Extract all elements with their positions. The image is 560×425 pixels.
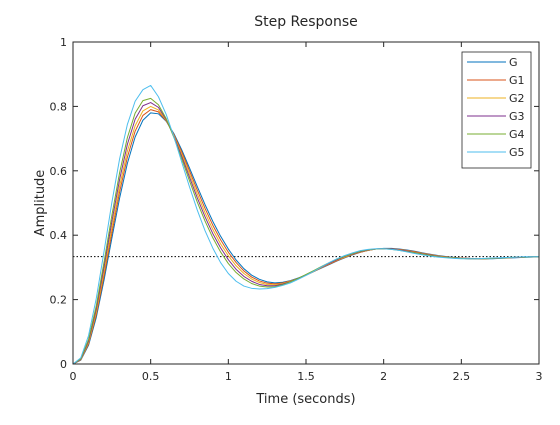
legend-label-g5: G5 — [509, 146, 525, 159]
y-tick-label: 0.6 — [50, 165, 68, 178]
x-tick-label: 0.5 — [142, 370, 160, 383]
y-tick-label: 0.8 — [50, 100, 68, 113]
x-tick-label: 3 — [536, 370, 543, 383]
y-tick-label: 0.4 — [50, 229, 68, 242]
series-line-g5 — [72, 84, 539, 365]
chart-title: Step Response — [254, 14, 358, 30]
legend-label-g3: G3 — [509, 110, 525, 123]
x-tick-label: 1 — [225, 370, 232, 383]
x-tick-label: 0 — [70, 370, 77, 383]
ticks: 0 0.5 1 1.5 2 2.5 3 0 0.2 0.4 0.6 0.8 1 — [50, 36, 543, 383]
series-layer — [72, 84, 540, 365]
y-tick-label: 1 — [60, 36, 67, 49]
x-axis-label: Time (seconds) — [255, 392, 355, 407]
legend-label-g1: G1 — [509, 74, 525, 87]
x-tick-label: 1.5 — [297, 370, 315, 383]
legend-label-g2: G2 — [509, 92, 525, 105]
y-tick-label: 0.2 — [50, 294, 68, 307]
legend-label-g4: G4 — [509, 128, 525, 141]
x-tick-label: 2.5 — [453, 370, 471, 383]
plot-area — [73, 42, 539, 364]
legend-label-g: G — [509, 56, 518, 69]
y-axis-label: Amplitude — [33, 170, 48, 237]
legend[interactable]: G G1 G2 G3 G4 G5 — [461, 51, 532, 169]
x-tick-label: 2 — [380, 370, 387, 383]
y-tick-label: 0 — [60, 358, 67, 371]
legend-box — [461, 51, 532, 169]
